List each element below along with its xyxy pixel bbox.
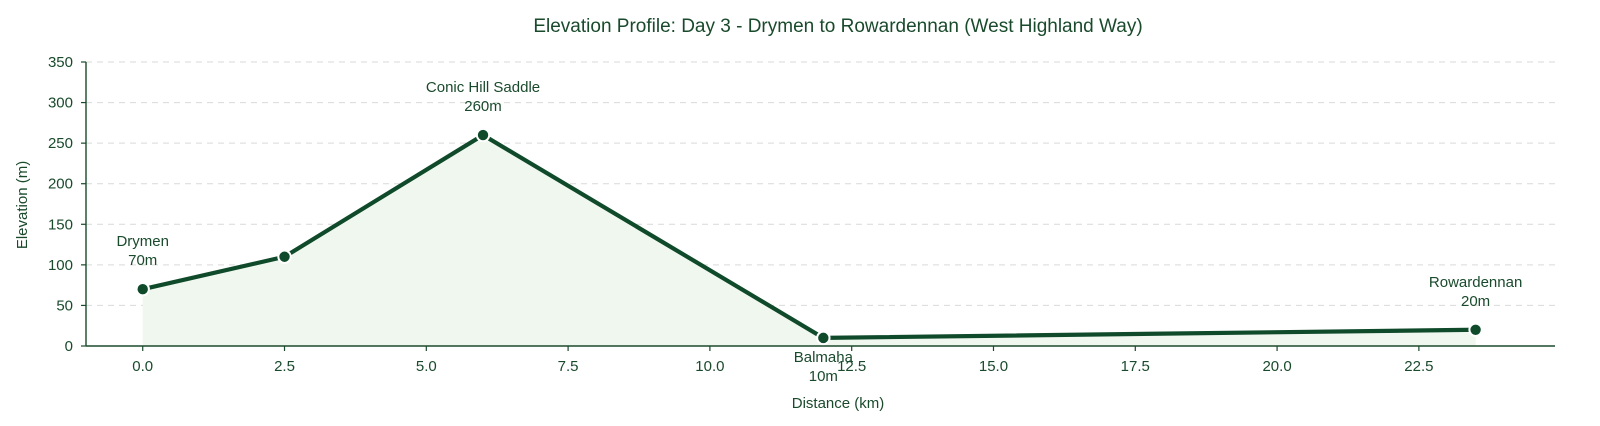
- y-tick-label: 100: [48, 257, 73, 274]
- annotation-name: Balmaha: [794, 349, 854, 366]
- elevation-area-fill: [142, 135, 1476, 346]
- y-tick-label: 150: [48, 216, 73, 233]
- markers: [135, 127, 1483, 346]
- annotation-name: Conic Hill Saddle: [426, 79, 540, 96]
- chart-title: Elevation Profile: Day 3 - Drymen to Row…: [533, 16, 1142, 37]
- area-fill-layer: [142, 135, 1476, 346]
- y-tick-label: 250: [48, 135, 73, 152]
- x-tick-label: 12.5: [837, 358, 866, 375]
- annotation-name: Drymen: [116, 233, 169, 250]
- annotation-value: 10m: [809, 368, 838, 385]
- x-tick-label: 22.5: [1404, 358, 1433, 375]
- y-tick-label: 350: [48, 54, 73, 71]
- x-tick-label: 2.5: [274, 358, 295, 375]
- y-tick-label: 0: [65, 338, 73, 355]
- annotation-name: Rowardennan: [1429, 274, 1522, 291]
- x-axis-label: Distance (km): [792, 395, 885, 412]
- y-axis-label: Elevation (m): [14, 161, 31, 249]
- x-tick-label: 10.0: [695, 358, 724, 375]
- x-tick-label: 15.0: [979, 358, 1008, 375]
- data-point-marker: [277, 249, 292, 264]
- x-tick-label: 20.0: [1262, 358, 1291, 375]
- data-point-marker: [475, 127, 491, 143]
- annotation-value: 260m: [464, 98, 502, 115]
- data-point-marker: [816, 330, 831, 346]
- annotations: Drymen 70m Conic Hill Saddle 260m Balmaha 10m…: [116, 79, 1522, 385]
- axes: 0 50 100 150 200 250 300 350 0.0 2.5 5.0 7.5 10.0 12.…: [48, 54, 1555, 375]
- y-tick-label: 200: [48, 176, 73, 193]
- annotation-value: 70m: [128, 252, 157, 269]
- x-tick-label: 17.5: [1121, 358, 1150, 375]
- x-tick-label: 7.5: [558, 358, 579, 375]
- annotation-value: 20m: [1461, 293, 1490, 310]
- data-point-marker: [135, 282, 150, 297]
- x-tick-label: 5.0: [416, 358, 437, 375]
- x-tick-label: 0.0: [132, 358, 153, 375]
- data-point-marker: [1468, 322, 1483, 337]
- y-tick-label: 300: [48, 95, 73, 112]
- y-tick-label: 50: [56, 297, 73, 314]
